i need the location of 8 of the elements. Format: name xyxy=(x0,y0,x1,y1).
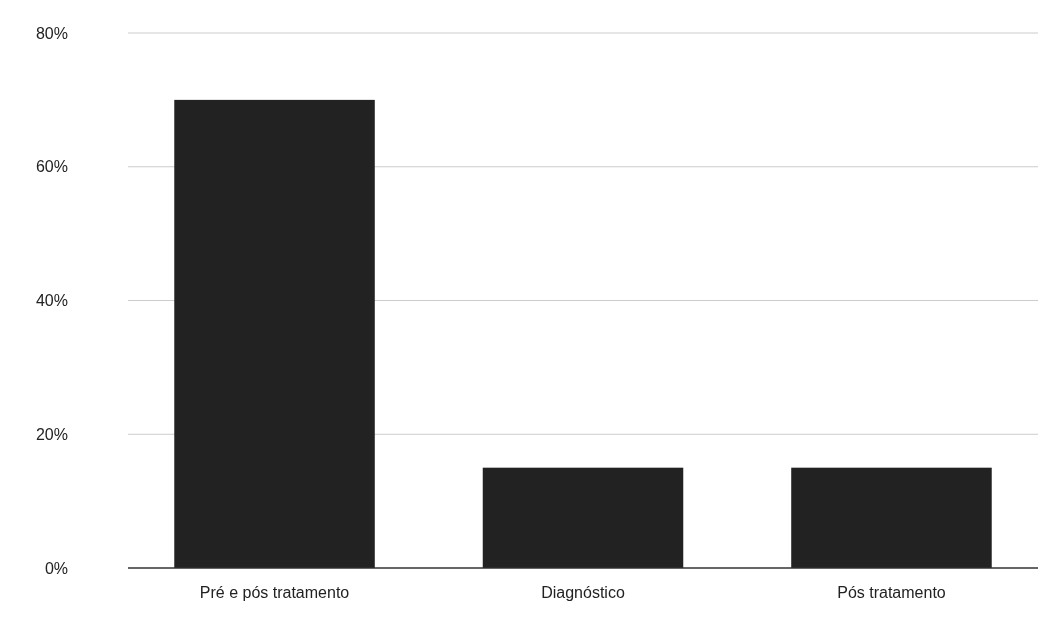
x-tick-label: Pré e pós tratamento xyxy=(199,584,350,601)
x-tick-label: Pós tratamento xyxy=(837,584,946,601)
y-tick-label: 80% xyxy=(35,24,68,42)
y-tick-label: 0% xyxy=(44,559,68,577)
x-tick-label: Diagnóstico xyxy=(541,584,625,601)
y-tick-label: 40% xyxy=(35,292,68,310)
y-tick-label: 60% xyxy=(35,158,68,176)
y-tick-label: 20% xyxy=(35,425,68,443)
